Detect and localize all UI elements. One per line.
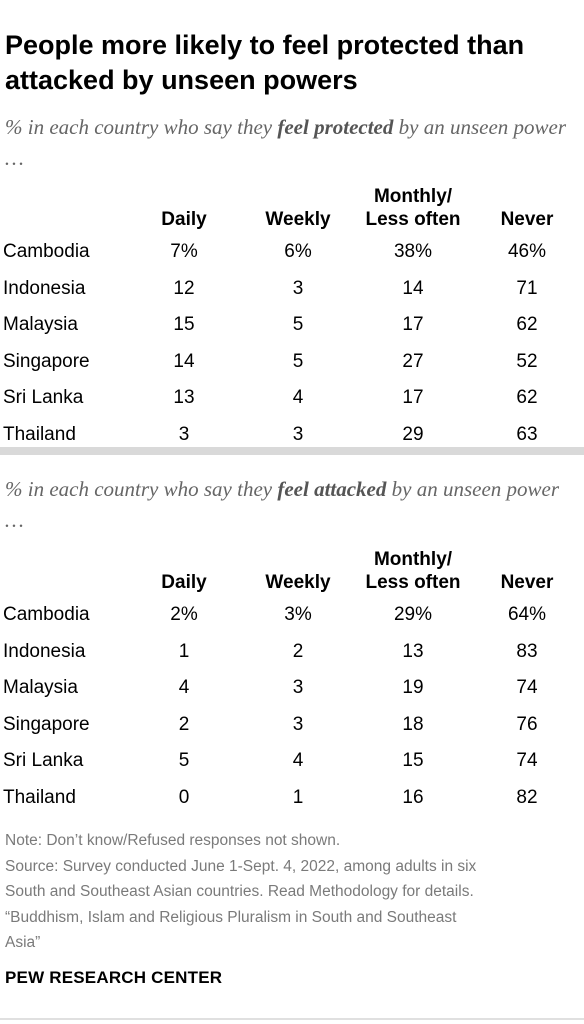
table-cell: 4 <box>178 677 190 699</box>
table-cell: 5 <box>178 750 190 772</box>
row-label: Malaysia <box>3 677 78 699</box>
table-cell: 7% <box>170 241 198 262</box>
table-cell: 1 <box>178 640 190 662</box>
subtitle-emphasis: feel attacked <box>277 477 387 501</box>
column-header: Daily <box>149 208 219 231</box>
column-header-line: Never <box>500 572 554 593</box>
table-cell: 13 <box>173 387 195 409</box>
table-cell: 2 <box>178 713 190 735</box>
row-label: Singapore <box>3 350 90 372</box>
column-header: Monthly/Less often <box>353 185 473 231</box>
row-label: Singapore <box>3 713 90 735</box>
table-cell: 5 <box>292 350 304 372</box>
table-cell: 3 <box>292 713 304 735</box>
table-cell: 71 <box>516 277 538 299</box>
column-header: Daily <box>149 571 219 594</box>
table-cell: 1 <box>292 787 304 808</box>
note-line: South and Southeast Asian countries. Rea… <box>5 883 474 900</box>
table-cell: 0 <box>178 787 190 808</box>
table-cell: 17 <box>402 387 424 409</box>
note-line: Note: Don’t know/Refused responses not s… <box>5 832 341 849</box>
column-header-line: Weekly <box>265 572 331 593</box>
row-label: Sri Lanka <box>3 750 84 772</box>
row-label: Indonesia <box>3 640 86 662</box>
table-cell: 52 <box>516 350 538 372</box>
row-label: Sri Lanka <box>3 387 84 409</box>
column-header: Never <box>492 571 562 594</box>
table-cell: 29 <box>402 424 424 445</box>
table-cell: 13 <box>402 640 424 662</box>
table-cell: 62 <box>516 387 538 409</box>
table-cell: 63 <box>516 424 538 445</box>
table-cell: 14 <box>173 350 195 372</box>
subtitle-text: by an unseen power … <box>5 115 567 170</box>
table-cell: 29% <box>393 604 433 625</box>
table-cell: 15 <box>402 750 424 772</box>
subtitle-emphasis: feel protected <box>277 115 394 139</box>
subtitle-text: by an unseen power … <box>5 477 560 532</box>
chart-title: People more likely to feel protected tha… <box>5 30 525 95</box>
row-label: Malaysia <box>3 314 78 336</box>
bottom-rule <box>0 1018 584 1020</box>
table-cell: 3 <box>292 277 304 299</box>
table-cell: 17 <box>402 314 424 336</box>
column-header-line: Daily <box>161 209 207 230</box>
row-label: Thailand <box>3 787 76 808</box>
note-line: Asia” <box>5 934 41 951</box>
table-cell: 3 <box>292 677 304 699</box>
note-line: Source: Survey conducted June 1-Sept. 4,… <box>5 857 477 875</box>
column-header-line: Less often <box>365 572 461 593</box>
column-header: Monthly/Less often <box>353 548 473 594</box>
row-label: Cambodia <box>3 604 90 625</box>
table-cell: 83 <box>516 640 538 662</box>
column-header-line: Monthly/ <box>373 186 453 207</box>
column-header-line: Monthly/ <box>373 549 453 570</box>
brand-logo-text: PEW RESEARCH CENTER <box>5 968 223 987</box>
table-cell: 76 <box>516 713 538 735</box>
column-header-line: Less often <box>365 209 461 230</box>
table-cell: 16 <box>402 787 424 808</box>
row-label: Thailand <box>3 424 76 445</box>
subtitle-text: % in each country who say they <box>5 477 278 501</box>
column-header-line: Never <box>500 209 554 230</box>
column-header-line: Daily <box>161 572 207 593</box>
table-cell: 2% <box>170 604 198 625</box>
column-header: Never <box>492 208 562 231</box>
table-cell: 18 <box>402 713 424 735</box>
table-cell: 19 <box>402 677 424 699</box>
section-1-subtitle: % in each country who say they feel prot… <box>5 112 580 174</box>
column-header: Weekly <box>253 571 343 594</box>
table-cell: 74 <box>516 677 538 699</box>
table-cell: 15 <box>173 314 195 336</box>
table-cell: 64% <box>507 604 547 625</box>
table-cell: 12 <box>173 277 195 299</box>
section-2-subtitle: % in each country who say they feel atta… <box>5 474 580 536</box>
row-label: Cambodia <box>3 241 90 262</box>
table-cell: 62 <box>516 314 538 336</box>
subtitle-text: % in each country who say they <box>5 115 278 139</box>
table-cell: 4 <box>292 387 304 409</box>
table-cell: 27 <box>402 350 424 372</box>
table-cell: 14 <box>402 277 424 299</box>
table-cell: 3 <box>178 424 190 445</box>
table-cell: 46% <box>507 241 547 262</box>
table-cell: 3% <box>284 604 312 625</box>
section-divider <box>0 447 584 455</box>
table-cell: 5 <box>292 314 304 336</box>
column-header-line: Weekly <box>265 209 331 230</box>
table-cell: 38% <box>393 241 433 262</box>
table-cell: 6% <box>284 241 312 262</box>
table-cell: 74 <box>516 750 538 772</box>
table-cell: 2 <box>292 640 304 662</box>
column-header: Weekly <box>253 208 343 231</box>
table-cell: 82 <box>516 787 538 808</box>
table-cell: 3 <box>292 424 304 445</box>
table-cell: 4 <box>292 750 304 772</box>
row-label: Indonesia <box>3 277 86 299</box>
note-line: “Buddhism, Islam and Religious Pluralism… <box>5 908 457 926</box>
